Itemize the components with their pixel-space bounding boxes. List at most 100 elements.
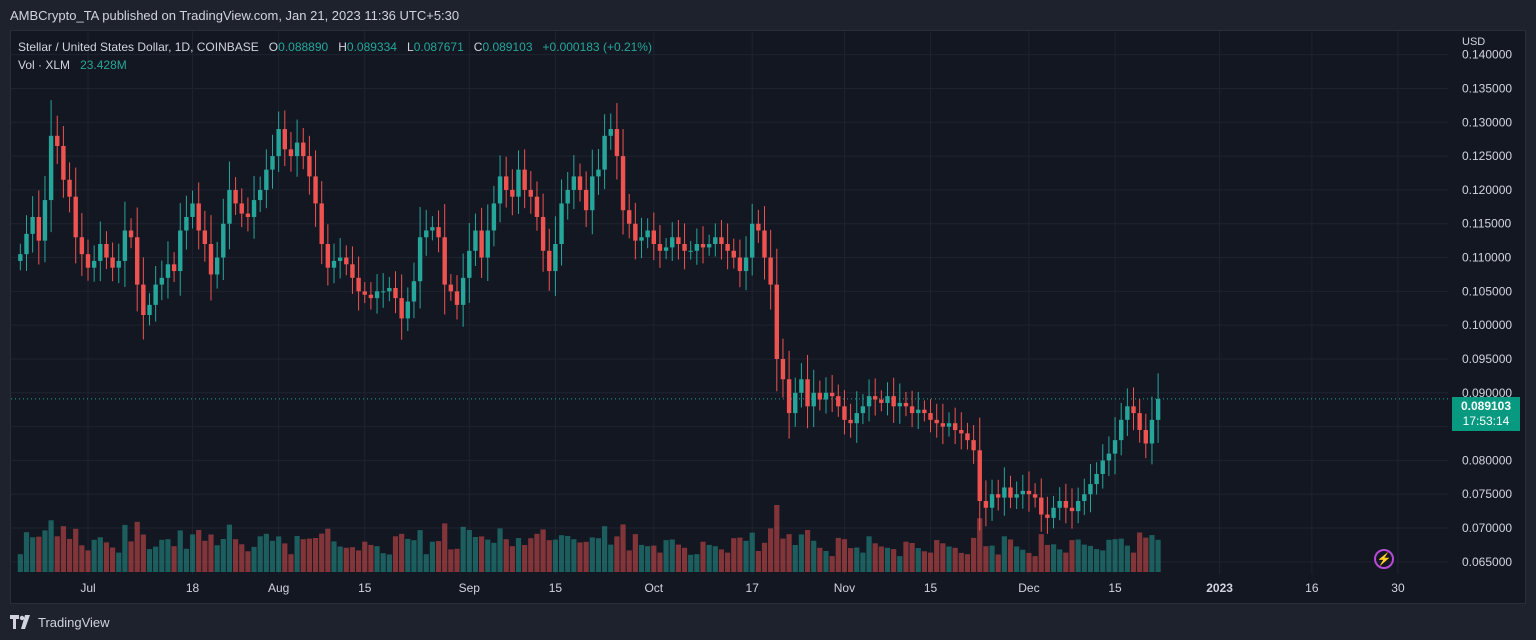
candle-body: [534, 196, 540, 217]
candle-body: [294, 142, 300, 157]
volume-bar: [645, 546, 651, 572]
chart-pane[interactable]: [10, 30, 1526, 604]
candle-body: [233, 189, 238, 204]
volume-bar: [921, 551, 927, 572]
volume-bar: [749, 532, 755, 572]
y-tick-label: 0.100000: [1462, 318, 1512, 332]
candle-body: [682, 244, 687, 251]
x-tick-label: 30: [1391, 581, 1405, 595]
volume-bar: [331, 541, 337, 572]
candle-body: [737, 257, 743, 272]
x-tick-label: Dec: [1018, 581, 1039, 595]
candle-body: [725, 244, 730, 251]
volume-bar: [1087, 545, 1094, 572]
volume-bar: [608, 544, 614, 572]
volume-bar: [214, 545, 220, 572]
volume-bar: [294, 536, 300, 572]
candle-body: [510, 189, 515, 197]
volume-bar: [128, 541, 134, 572]
candle-body: [805, 379, 810, 407]
candle-body: [1106, 453, 1112, 461]
volume-bar: [952, 547, 958, 572]
volume-bar: [177, 530, 183, 572]
candle-body: [1063, 500, 1069, 508]
volume-bar: [146, 549, 153, 572]
candle-body: [325, 244, 331, 268]
volume-bar: [1007, 539, 1014, 572]
volume-bar: [85, 550, 91, 572]
candle-body: [485, 230, 490, 258]
y-tick-label: 0.070000: [1462, 521, 1512, 535]
volume-bar: [1075, 539, 1081, 572]
volume-bar: [1149, 535, 1155, 572]
candle-body: [688, 250, 693, 252]
candle-body: [42, 200, 48, 241]
volume-bar: [343, 547, 349, 572]
volume-bar: [79, 545, 85, 572]
volume-bar: [325, 528, 331, 572]
candle-body: [528, 189, 533, 197]
volume-bar: [189, 534, 196, 572]
y-tick-label: 0.090000: [1462, 386, 1512, 400]
candle-body: [903, 402, 909, 407]
volume-bar: [761, 542, 768, 572]
candle-body: [202, 230, 208, 245]
footer-brand[interactable]: TradingView: [38, 614, 110, 630]
volume-value: 23.428M: [80, 58, 127, 72]
candle-body: [965, 433, 970, 441]
volume-label[interactable]: Vol · XLM: [18, 58, 71, 72]
low-label: L: [407, 40, 414, 54]
y-tick-label: 0.080000: [1462, 453, 1512, 467]
symbol-title[interactable]: Stellar / United States Dollar, 1D, COIN…: [18, 40, 259, 54]
volume-bar: [558, 535, 565, 572]
candle-body: [79, 237, 85, 255]
candle-body: [473, 230, 478, 251]
volume-bar: [23, 532, 30, 572]
candle-body: [983, 500, 989, 508]
candle-body: [1075, 500, 1081, 512]
candle-body: [196, 203, 201, 231]
volume-bar: [1020, 549, 1026, 572]
volume-bar: [1063, 552, 1069, 572]
candle-body: [184, 216, 189, 231]
candle-body: [866, 396, 872, 407]
candle-body: [909, 406, 915, 414]
candle-body: [565, 189, 570, 204]
candle-body: [860, 406, 866, 414]
volume-bar: [675, 544, 681, 572]
candle-body: [602, 135, 607, 170]
volume-bar: [411, 540, 417, 572]
candle-body: [98, 244, 103, 261]
volume-bar: [454, 548, 460, 572]
volume-bar: [122, 524, 128, 572]
lightning-icon[interactable]: ⚡: [1374, 549, 1394, 569]
volume-bar: [614, 536, 620, 572]
candle-body: [547, 250, 552, 272]
volume-bar: [97, 537, 103, 572]
tradingview-logo-icon[interactable]: [10, 615, 32, 629]
volume-bar: [466, 530, 472, 572]
last-price-tag: 0.089103 17:53:14: [1452, 397, 1520, 431]
volume-bar: [848, 548, 854, 572]
volume-bar: [226, 524, 233, 572]
publisher-line: AMBCrypto_TA published on TradingView.co…: [10, 8, 460, 23]
volume-bar: [36, 536, 42, 572]
volume-bar: [183, 548, 189, 572]
volume-bar: [983, 546, 989, 572]
time-axis: Jul 18 Aug 15 Sep 15 Oct 17 Nov 15 Dec 15 2023 16 30: [80, 581, 1405, 595]
candle-body: [829, 392, 835, 397]
candle-body: [307, 156, 312, 177]
volume-bar: [1026, 552, 1032, 572]
candle-body: [18, 254, 23, 261]
volume-bar: [282, 543, 288, 572]
candle-body: [1020, 490, 1025, 495]
x-tick-label: Sep: [459, 581, 481, 595]
candle-body: [319, 203, 324, 245]
volume-bar: [595, 538, 602, 572]
volume-bars: [17, 505, 1161, 572]
candle-body: [916, 409, 921, 414]
x-tick-label: Jul: [80, 581, 95, 595]
volume-bar: [399, 533, 405, 572]
y-tick-label: 0.130000: [1462, 115, 1512, 129]
